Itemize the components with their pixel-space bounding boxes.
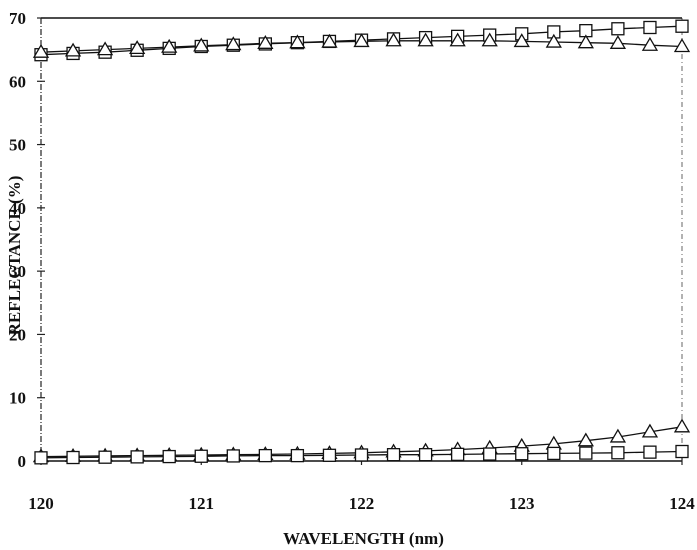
series-4-point — [354, 448, 369, 462]
series-2-point — [385, 32, 402, 47]
series-4-point — [386, 448, 401, 462]
y-tick-label: 10 — [9, 389, 26, 408]
series-3-point — [609, 428, 627, 443]
series-4-point — [162, 449, 176, 464]
series-4-point — [547, 446, 561, 461]
series-4-point — [290, 448, 305, 463]
series-2-point — [321, 33, 338, 48]
series-4-point — [611, 446, 625, 460]
series-1-point — [675, 19, 689, 33]
series-3-point — [577, 432, 594, 447]
series-2-point — [449, 32, 466, 47]
x-tick-label: 121 — [189, 494, 215, 513]
series-2-point — [257, 35, 274, 49]
series-1-point — [643, 20, 657, 35]
y-tick-label: 60 — [9, 72, 26, 91]
series-2-point — [129, 40, 146, 55]
series-2-point — [225, 36, 242, 51]
y-tick-labels: 0 10 20 30 40 50 60 70 — [9, 9, 26, 471]
x-tick-label: 122 — [349, 494, 375, 513]
y-axis-label: REFLECTANCE (%) — [5, 176, 24, 336]
x-tick-label: 124 — [669, 494, 695, 513]
y-tick-label: 20 — [9, 325, 26, 344]
series-4-point — [450, 447, 465, 462]
series-2-point — [289, 34, 306, 49]
series-4-point — [483, 447, 497, 461]
tick-marks — [37, 17, 683, 465]
series-2-point — [353, 33, 370, 48]
series-2-point — [96, 41, 114, 56]
series-3-point — [673, 418, 691, 433]
axes — [40, 17, 683, 462]
series-4-point — [579, 446, 593, 460]
series-2-point — [64, 42, 82, 57]
y-tick-label: 50 — [9, 136, 26, 155]
x-tick-label: 123 — [509, 494, 535, 513]
y-tick-label: 40 — [9, 199, 26, 218]
series-1-point — [611, 22, 625, 36]
series-2-point — [609, 35, 627, 49]
series-2-point — [161, 38, 178, 53]
x-tick-label: 120 — [28, 494, 54, 513]
x-axis-label: WAVELENGTH (nm) — [283, 529, 444, 548]
series-2-point — [673, 38, 691, 53]
series-4-point — [675, 444, 689, 459]
series-2-point — [417, 32, 434, 47]
series-lines — [40, 25, 683, 459]
series-4-point — [258, 448, 273, 463]
series-markers — [32, 19, 691, 465]
series-4-point — [322, 448, 337, 462]
series-4-point — [98, 450, 112, 464]
y-tick-label: 0 — [18, 452, 27, 471]
series-2-point — [193, 37, 210, 52]
y-tick-label: 30 — [9, 262, 26, 281]
x-tick-labels: 120 121 122 123 124 — [28, 494, 695, 513]
series-2-point — [577, 34, 594, 49]
series-2-point — [513, 33, 530, 48]
series-3-point — [641, 423, 659, 438]
series-2-point — [641, 36, 659, 51]
series-4-point — [226, 449, 240, 463]
series-4-point — [418, 448, 433, 462]
series-4-point — [66, 450, 80, 465]
y-tick-label: 70 — [9, 9, 26, 28]
series-4-point — [194, 449, 208, 463]
series-4-point — [643, 445, 657, 459]
series-2-point — [481, 32, 498, 47]
series-4-point — [515, 447, 529, 461]
series-4-point — [130, 450, 144, 464]
series-2-point — [545, 33, 562, 48]
series-4-point — [34, 451, 48, 465]
series-2-point — [32, 43, 50, 58]
